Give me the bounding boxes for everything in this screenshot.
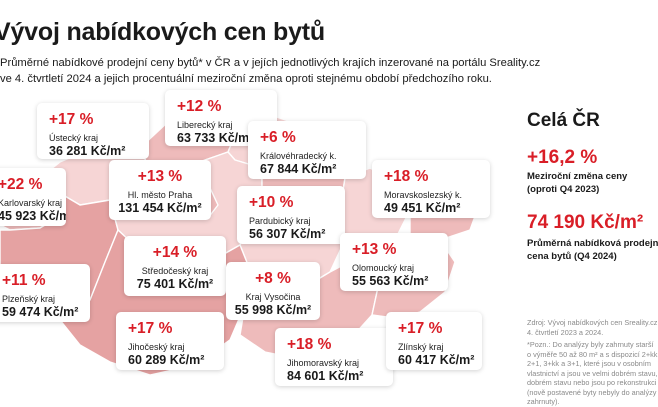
region-price: 55 563 Kč/m² — [352, 274, 429, 288]
footnote-line: zahrnuty). — [527, 397, 560, 406]
footnote-line: 2+1, 3+kk a 3+1, které jsou v osobním — [527, 359, 651, 368]
summary-price: 74 190 Kč/m² — [527, 212, 644, 233]
region-change: +8 % — [255, 270, 291, 287]
region-name: Moravskoslezský k. — [384, 190, 463, 200]
region-change: +17 % — [398, 320, 443, 337]
source-line: Zdroj: Vývoj nabídkových cen Sreality.cz — [527, 318, 658, 327]
summary-change-label-line: (oproti Q4 2023) — [527, 183, 600, 195]
region-name: Jihomoravský kraj — [287, 358, 360, 368]
region-card: +17 % Jihočeský kraj 60 289 Kč/m² — [116, 312, 224, 370]
region-name: Jihočeský kraj — [128, 342, 185, 352]
summary-change-label: Meziroční změna ceny (oproti Q4 2023) — [527, 171, 627, 196]
subtitle-line: ve 4. čtvrtletí 2024 a jejich procentuál… — [0, 72, 492, 85]
region-price: 63 733 Kč/m² — [177, 131, 254, 145]
region-card: +18 % Jihomoravský kraj 84 601 Kč/m² — [275, 328, 393, 386]
region-change: +22 % — [0, 176, 43, 193]
region-card: +17 % Ústecký kraj 36 281 Kč/m² — [37, 103, 149, 159]
footnote-line: (nově postavené byty nebyly do analýzy — [527, 387, 657, 397]
footnote-line: dobrém stavu nebo jsou po rekonstrukci — [527, 378, 657, 387]
region-card: +11 % Plzeňský kraj 59 474 Kč/m² — [0, 264, 90, 322]
region-card: +8 % Kraj Vysočina 55 998 Kč/m² — [226, 262, 320, 320]
region-card: +13 % Hl. město Praha 131 454 Kč/m² — [109, 160, 211, 220]
region-name: Plzeňský kraj — [2, 294, 56, 304]
region-name: Středočeský kraj — [141, 266, 209, 276]
region-name: Ústecký kraj — [49, 133, 99, 143]
region-change: +17 % — [128, 320, 173, 337]
region-card: +13 % Olomoucký kraj 55 563 Kč/m² — [340, 233, 448, 291]
subtitle-line: Průměrné nabídkové prodejní ceny bytů* v… — [0, 57, 541, 69]
region-change: +13 % — [352, 241, 397, 258]
region-change: +13 % — [137, 168, 183, 185]
region-price: 56 307 Kč/m² — [249, 227, 326, 241]
region-name: Kraj Vysočina — [245, 292, 301, 302]
footnote-line: *Pozn.: Do analýzy byly zahrnuty starší — [527, 340, 654, 349]
region-name: Liberecký kraj — [177, 120, 233, 130]
region-price: 36 281 Kč/m² — [49, 144, 126, 158]
region-card: +17 % Zlínský kraj 60 417 Kč/m² — [386, 312, 482, 370]
summary-change: +16,2 % — [527, 147, 598, 168]
region-name: Olomoucký kraj — [352, 263, 415, 273]
region-price: 75 401 Kč/m² — [136, 277, 214, 291]
summary-change-label-line: Meziroční změna ceny — [527, 171, 628, 182]
summary-price-label-line: Průměrná nabídková prodejní — [527, 238, 658, 249]
source-note: Zdroj: Vývoj nabídkových cen Sreality.cz… — [527, 318, 657, 337]
region-card: +6 % Královéhradecký k. 67 844 Kč/m² — [248, 121, 366, 179]
footnote: *Pozn.: Do analýzy byly zahrnuty starší … — [527, 340, 658, 407]
region-change: +14 % — [152, 244, 198, 261]
region-name: Pardubický kraj — [249, 216, 311, 226]
region-price: 59 474 Kč/m² — [2, 305, 79, 319]
page-subtitle: Průměrné nabídkové prodejní ceny bytů* v… — [0, 56, 541, 87]
footnote-line: o výměře 50 až 80 m² a s dispozicí 2+kk, — [527, 349, 658, 359]
region-price: 49 451 Kč/m² — [384, 201, 461, 215]
region-name: Hl. město Praha — [127, 190, 193, 200]
region-price: 55 998 Kč/m² — [234, 303, 312, 317]
region-price: 84 601 Kč/m² — [287, 369, 364, 383]
region-card: +14 % Středočeský kraj 75 401 Kč/m² — [124, 236, 226, 296]
region-change: +18 % — [384, 168, 429, 185]
summary-title: Celá ČR — [527, 110, 600, 131]
region-price: 60 289 Kč/m² — [128, 353, 205, 367]
page-title: Vývoj nabídkových cen bytů — [0, 18, 326, 46]
summary-price-label: Průměrná nabídková prodejní cena bytů (Q… — [527, 238, 658, 263]
region-change: +10 % — [249, 194, 294, 211]
region-name: Zlínský kraj — [398, 342, 444, 352]
region-price: 45 923 Kč/m² — [0, 209, 66, 223]
summary-price-label-line: cena bytů (Q4 2024) — [527, 250, 617, 262]
region-card: +10 % Pardubický kraj 56 307 Kč/m² — [237, 186, 345, 244]
region-change: +6 % — [260, 129, 296, 146]
region-name: Královéhradecký k. — [260, 151, 337, 161]
region-price: 60 417 Kč/m² — [398, 353, 475, 367]
region-change: +12 % — [177, 98, 222, 115]
region-price: 131 454 Kč/m² — [118, 201, 202, 215]
region-change: +17 % — [49, 111, 94, 128]
region-change: +18 % — [287, 336, 332, 353]
region-change: +11 % — [2, 272, 46, 289]
region-price: 67 844 Kč/m² — [260, 162, 337, 176]
region-name: Karlovarský kraj — [0, 198, 63, 208]
source-line: 4. čtvrtletí 2023 a 2024. — [527, 327, 604, 337]
region-card: +18 % Moravskoslezský k. 49 451 Kč/m² — [372, 160, 490, 218]
footnote-line: vlastnictví a jsou ve velmi dobrém stavu… — [527, 368, 658, 378]
